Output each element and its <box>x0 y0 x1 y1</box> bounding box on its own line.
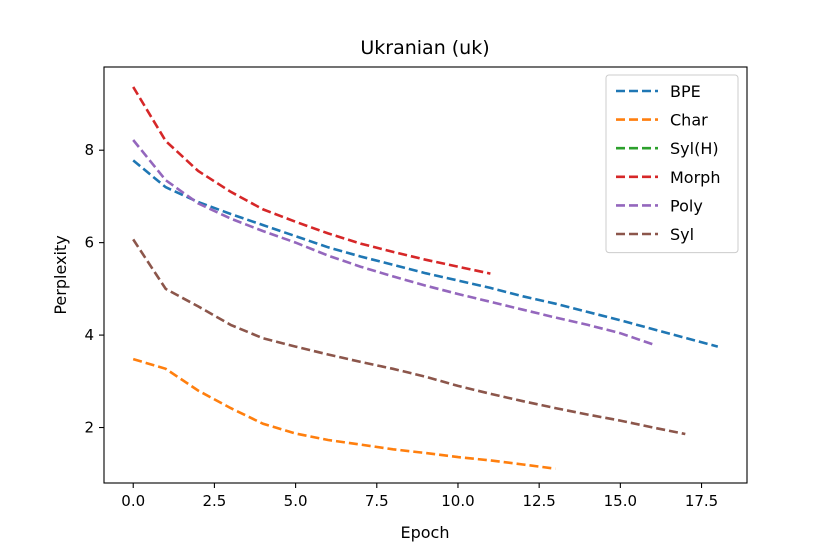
legend-box <box>605 74 739 254</box>
y-tick-label: 4 <box>84 326 94 344</box>
y-axis-label: Perplexity <box>51 235 70 314</box>
series-line-char <box>132 357 556 470</box>
x-tick-label: 12.5 <box>522 492 555 510</box>
legend-label-poly: Poly <box>670 196 703 215</box>
series-line-bpe <box>132 159 719 348</box>
y-tick-label: 6 <box>84 234 94 252</box>
x-tick-label: 17.5 <box>685 492 718 510</box>
series-line-syl <box>132 238 686 436</box>
x-axis-label: Epoch <box>401 523 450 542</box>
legend-label-syl-h: Syl(H) <box>670 139 719 158</box>
chart-title: Ukranian (uk) <box>360 37 489 59</box>
legend: BPE Char Syl(H) Morph Poly Syl <box>605 74 739 254</box>
plot-lines <box>132 86 719 470</box>
plot-frame <box>103 66 748 484</box>
legend-label-syl: Syl <box>670 225 694 244</box>
legend-label-char: Char <box>670 111 708 130</box>
x-tick-label: 2.5 <box>202 492 226 510</box>
x-axis-ticks: 0.0 2.5 5.0 7.5 10.0 12.5 15.0 17.5 <box>121 483 718 510</box>
x-tick-label: 15.0 <box>604 492 637 510</box>
y-tick-label: 8 <box>84 141 94 159</box>
x-tick-label: 10.0 <box>441 492 474 510</box>
x-tick-label: 0.0 <box>121 492 145 510</box>
x-tick-label: 7.5 <box>365 492 389 510</box>
series-line-poly <box>132 139 654 346</box>
x-tick-label: 5.0 <box>284 492 308 510</box>
y-axis-ticks: 2 4 6 8 <box>84 141 104 437</box>
legend-label-bpe: BPE <box>670 82 701 101</box>
legend-label-morph: Morph <box>670 168 720 187</box>
y-tick-label: 2 <box>84 419 94 437</box>
series-line-morph <box>132 86 491 275</box>
